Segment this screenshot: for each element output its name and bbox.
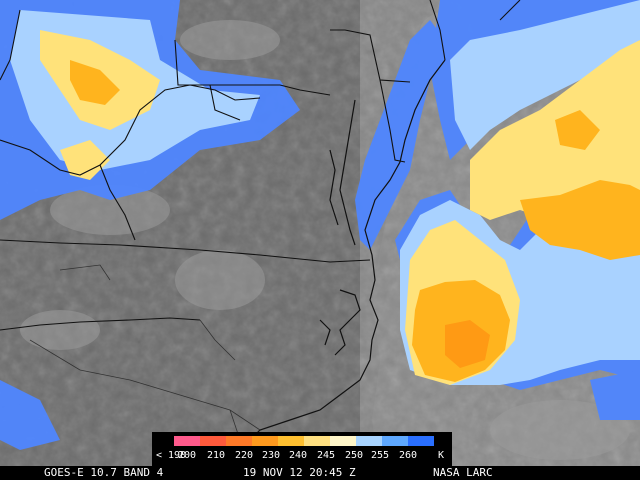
timestamp-label: 19 NOV 12 20:45 Z [243,466,356,479]
legend-unit: K [438,450,445,461]
legend-tick-label: < 190 [156,450,187,461]
legend-tick-label: 250 [345,450,364,461]
credit-label: NASA LARC [433,466,493,479]
image-footer: GOES-E 10.7 BAND 4 19 NOV 12 20:45 Z NAS… [0,466,640,480]
legend-swatch [174,436,200,446]
legend-swatch [408,436,434,446]
legend-tick-label: 260 [399,450,418,461]
legend-swatch [226,436,252,446]
legend-tick-label: 220 [235,450,254,461]
temperature-legend: < 190 200 210 220 230 240 245 250 255 260 K [152,432,452,468]
legend-tick-label: 255 [371,450,390,461]
legend-tick-label: 200 [178,450,197,461]
legend-swatch [278,436,304,446]
coastline [249,59,446,441]
legend-tick-label: 245 [317,450,336,461]
legend-tick-label: 240 [289,450,308,461]
legend-swatch [252,436,278,446]
legend-swatch [200,436,226,446]
legend-tick-labels: < 190 200 210 220 230 240 245 250 255 260 K [152,450,452,464]
satellite-band-label: GOES-E 10.7 BAND 4 [44,466,164,479]
legend-color-bar [174,436,434,446]
legend-tick-label: 230 [262,450,281,461]
legend-swatch [330,436,356,446]
cloud-core [445,320,490,368]
legend-swatch [356,436,382,446]
legend-swatch [382,436,408,446]
legend-tick-label: 210 [207,450,226,461]
legend-swatch [304,436,330,446]
state-borders [0,0,521,331]
